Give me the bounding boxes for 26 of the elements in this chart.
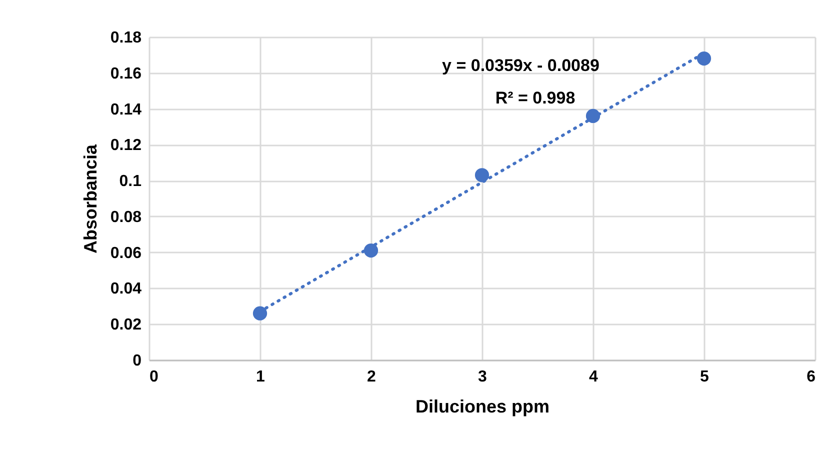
x-tick-label: 5	[700, 368, 710, 386]
y-tick-label: 0.12	[110, 137, 142, 154]
y-tick-label: 0.1	[119, 173, 142, 190]
y-tick-label: 0.08	[110, 208, 142, 226]
x-tick-label: 0	[150, 368, 158, 386]
point	[474, 168, 490, 182]
x-tick-label: 2	[367, 368, 376, 386]
annotation: R² = 0.998	[495, 88, 576, 108]
x-tick-label: 4	[589, 368, 598, 386]
point	[696, 51, 712, 66]
point	[586, 108, 600, 124]
point	[252, 306, 268, 320]
y-tick-label: 0.04	[110, 280, 142, 298]
x-tick-label: 3	[478, 368, 488, 386]
y-tick-label: 0.14	[110, 101, 142, 118]
y-tick-label: 0.18	[110, 30, 142, 46]
y-tick-label: 0.02	[110, 316, 142, 334]
y-tick-label: 0.06	[110, 244, 142, 262]
y-axis-title: Absorbancia	[80, 144, 100, 254]
annotation: y = 0.0359x - 0.0089	[442, 56, 600, 76]
y-tick-label: 0.16	[110, 65, 142, 82]
y-tick-label: 0	[132, 352, 142, 370]
x-axis-title: Diluciones ppm	[415, 396, 550, 416]
point	[364, 243, 378, 258]
x-tick-label: 1	[256, 368, 266, 386]
x-tick-label: 6	[806, 368, 816, 386]
